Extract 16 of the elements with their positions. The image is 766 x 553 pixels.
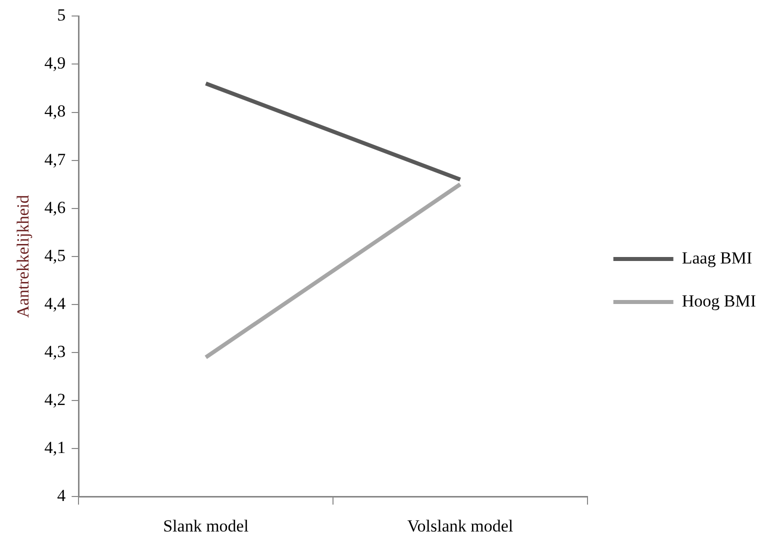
y-tick-label: 4,8 — [44, 102, 66, 121]
y-tick-label: 4,6 — [44, 198, 66, 217]
y-tick-label: 4,7 — [44, 150, 66, 169]
y-tick-label: 5 — [57, 6, 66, 25]
y-tick-label: 4,1 — [44, 438, 66, 458]
y-tick-label: 4,4 — [44, 294, 66, 313]
y-tick-label: 4 — [57, 486, 66, 506]
legend-label: Hoog BMI — [682, 291, 756, 310]
y-tick-label: 4,3 — [44, 342, 66, 361]
legend-label: Laag BMI — [682, 248, 753, 268]
y-tick-label: 4,2 — [44, 390, 66, 409]
x-tick-label: Slank model — [163, 516, 249, 536]
y-tick-label: 4,9 — [44, 54, 66, 73]
y-axis-title: Aantrekkelijkheid — [14, 194, 33, 318]
y-tick-label: 4,5 — [44, 246, 66, 265]
x-tick-label: Volslank model — [407, 516, 514, 536]
